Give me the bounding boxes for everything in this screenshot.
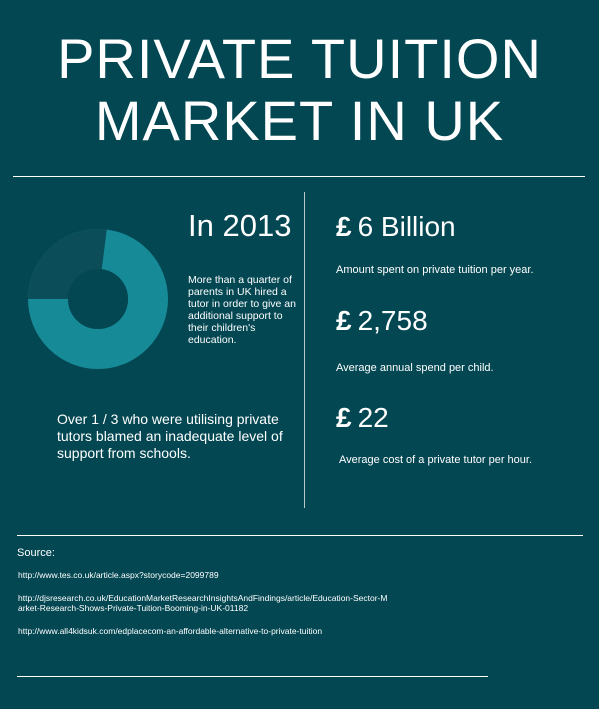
stat-total-spend: £6 Billion [336, 211, 456, 243]
stat-value: 6 Billion [357, 211, 456, 242]
stat-per-child-description: Average annual spend per child. [336, 362, 494, 374]
pound-symbol: £ [336, 402, 352, 433]
source-links: http://www.tes.co.uk/article.aspx?storyc… [18, 570, 388, 649]
quarter-parents-text: More than a quarter of parents in UK hir… [188, 274, 296, 346]
source-link[interactable]: http://www.tes.co.uk/article.aspx?storyc… [18, 570, 219, 580]
page-title: PRIVATE TUITION MARKET IN UK [0, 28, 599, 152]
title-line-1: PRIVATE TUITION [57, 27, 542, 90]
stat-per-child: £2,758 [336, 305, 428, 337]
one-third-text: Over 1 / 3 who were utilising private tu… [57, 411, 283, 461]
donut-center [68, 269, 128, 329]
stat-per-hour-description: Average cost of a private tutor per hour… [339, 454, 533, 466]
bottom-divider [17, 676, 488, 677]
year-heading: In 2013 [188, 208, 292, 243]
stat-total-spend-description: Amount spent on private tuition per year… [336, 264, 534, 276]
source-link[interactable]: http://djsresearch.co.uk/EducationMarket… [18, 593, 388, 613]
stat-value: 22 [357, 402, 389, 433]
donut-chart [28, 228, 168, 369]
stat-value: 2,758 [357, 305, 428, 336]
source-link[interactable]: http://www.all4kidsuk.com/edplacecom-an-… [18, 626, 323, 636]
top-divider [13, 176, 585, 177]
vertical-divider [304, 192, 305, 508]
title-line-2: MARKET IN UK [94, 89, 505, 152]
source-label: Source: [17, 547, 55, 559]
stat-per-hour: £22 [336, 402, 389, 434]
sources-divider [17, 535, 583, 536]
pound-symbol: £ [336, 211, 352, 242]
pound-symbol: £ [336, 305, 352, 336]
